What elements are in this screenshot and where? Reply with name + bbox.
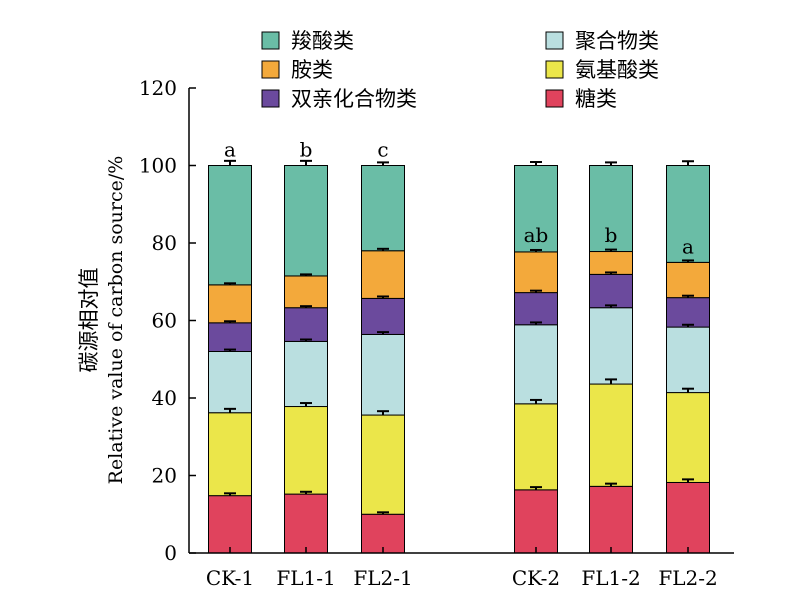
y-tick-label: 20: [152, 464, 177, 488]
y-axis-label-cn: 碳源相对值: [77, 268, 101, 373]
significance-label: b: [605, 223, 618, 247]
bar-segment-4: [361, 297, 405, 335]
bar-segment-4: [514, 292, 558, 326]
x-tick-label: FL2-1: [353, 566, 412, 590]
legend-item: 聚合物类: [545, 29, 659, 53]
bar-segment-6: [514, 165, 558, 253]
legend-label: 糖类: [575, 87, 617, 111]
bar-segment-4: [284, 307, 328, 342]
y-tick-label: 60: [152, 309, 177, 333]
y-tick-label: 120: [139, 76, 177, 100]
bar-segment-6: [208, 165, 252, 286]
legend-item: 氨基酸类: [545, 58, 659, 82]
y-tick-label: 40: [152, 386, 177, 410]
bar-segment-1: [284, 493, 328, 554]
legend-label: 胺类: [291, 58, 333, 82]
legend-label: 羧酸类: [291, 29, 354, 53]
significance-label: b: [300, 138, 313, 162]
bars: [208, 165, 710, 554]
x-tick-label: CK-1: [206, 566, 254, 590]
bar-segment-5: [208, 284, 252, 324]
y-tick-label: 100: [139, 154, 177, 178]
significance-label: a: [682, 234, 694, 258]
bar-segment-2: [666, 392, 710, 483]
bar-segment-4: [589, 273, 633, 309]
bar-segment-1: [666, 481, 710, 554]
x-tick-label: FL2-2: [658, 566, 717, 590]
bar-segment-2: [361, 414, 405, 515]
legend-item: 双亲化合物类: [261, 87, 417, 111]
significance-labels: a b cab b a: [224, 138, 694, 259]
legend-swatch: [261, 89, 280, 108]
bar-segment-5: [284, 275, 328, 309]
legend-swatch: [545, 31, 564, 50]
bar-segment-1: [514, 489, 558, 554]
legend-item: 胺类: [261, 58, 333, 82]
legend-swatch: [261, 31, 280, 50]
bar-segment-2: [589, 383, 633, 487]
bar-segment-3: [666, 326, 710, 394]
bar-segment-2: [284, 406, 328, 495]
legend-label: 聚合物类: [575, 29, 659, 53]
bar-segment-5: [361, 250, 405, 299]
bar-segment-5: [514, 251, 558, 294]
error-bars: [224, 159, 694, 515]
bar-segment-3: [208, 351, 252, 414]
bar-segment-6: [361, 165, 405, 252]
significance-label: a: [224, 138, 236, 162]
bar-segment-4: [666, 297, 710, 328]
bar-segment-2: [208, 412, 252, 497]
y-axis-label-en: Relative value of carbon source/%: [105, 156, 127, 485]
bar-segment-5: [589, 251, 633, 275]
bar-segment-1: [361, 513, 405, 554]
bar-segment-6: [666, 165, 710, 263]
bar-segment-3: [589, 307, 633, 385]
legend-label: 氨基酸类: [575, 58, 659, 82]
bar-segment-5: [666, 261, 710, 299]
legend-label: 双亲化合物类: [291, 87, 417, 111]
bar-segment-2: [514, 403, 558, 491]
bar-segment-3: [284, 340, 328, 408]
x-tick-label: CK-2: [512, 566, 560, 590]
bar-segment-3: [361, 333, 405, 416]
x-tick-label: FL1-1: [276, 566, 335, 590]
bar-segment-1: [589, 485, 633, 554]
legend-item: 糖类: [545, 87, 617, 111]
y-axis-title: 碳源相对值 Relative value of carbon source/%: [77, 156, 127, 485]
legend-swatch: [545, 60, 564, 79]
significance-label: ab: [524, 223, 549, 247]
bar-segment-3: [514, 324, 558, 405]
y-tick-label: 0: [164, 541, 177, 565]
legend-swatch: [261, 60, 280, 79]
x-tick-label: FL1-2: [581, 566, 640, 590]
y-tick-label: 80: [152, 231, 177, 255]
legend-swatch: [545, 89, 564, 108]
axes: 0 20 40 60 80 100 120 CK-1 FL1-1 FL2-1 CK-2 FL1-2 FL…: [139, 76, 734, 590]
bar-segment-6: [284, 165, 328, 277]
legend-item: 羧酸类: [261, 29, 354, 53]
bar-segment-1: [208, 495, 252, 554]
significance-label: c: [377, 138, 388, 162]
bar-segment-4: [208, 322, 252, 353]
